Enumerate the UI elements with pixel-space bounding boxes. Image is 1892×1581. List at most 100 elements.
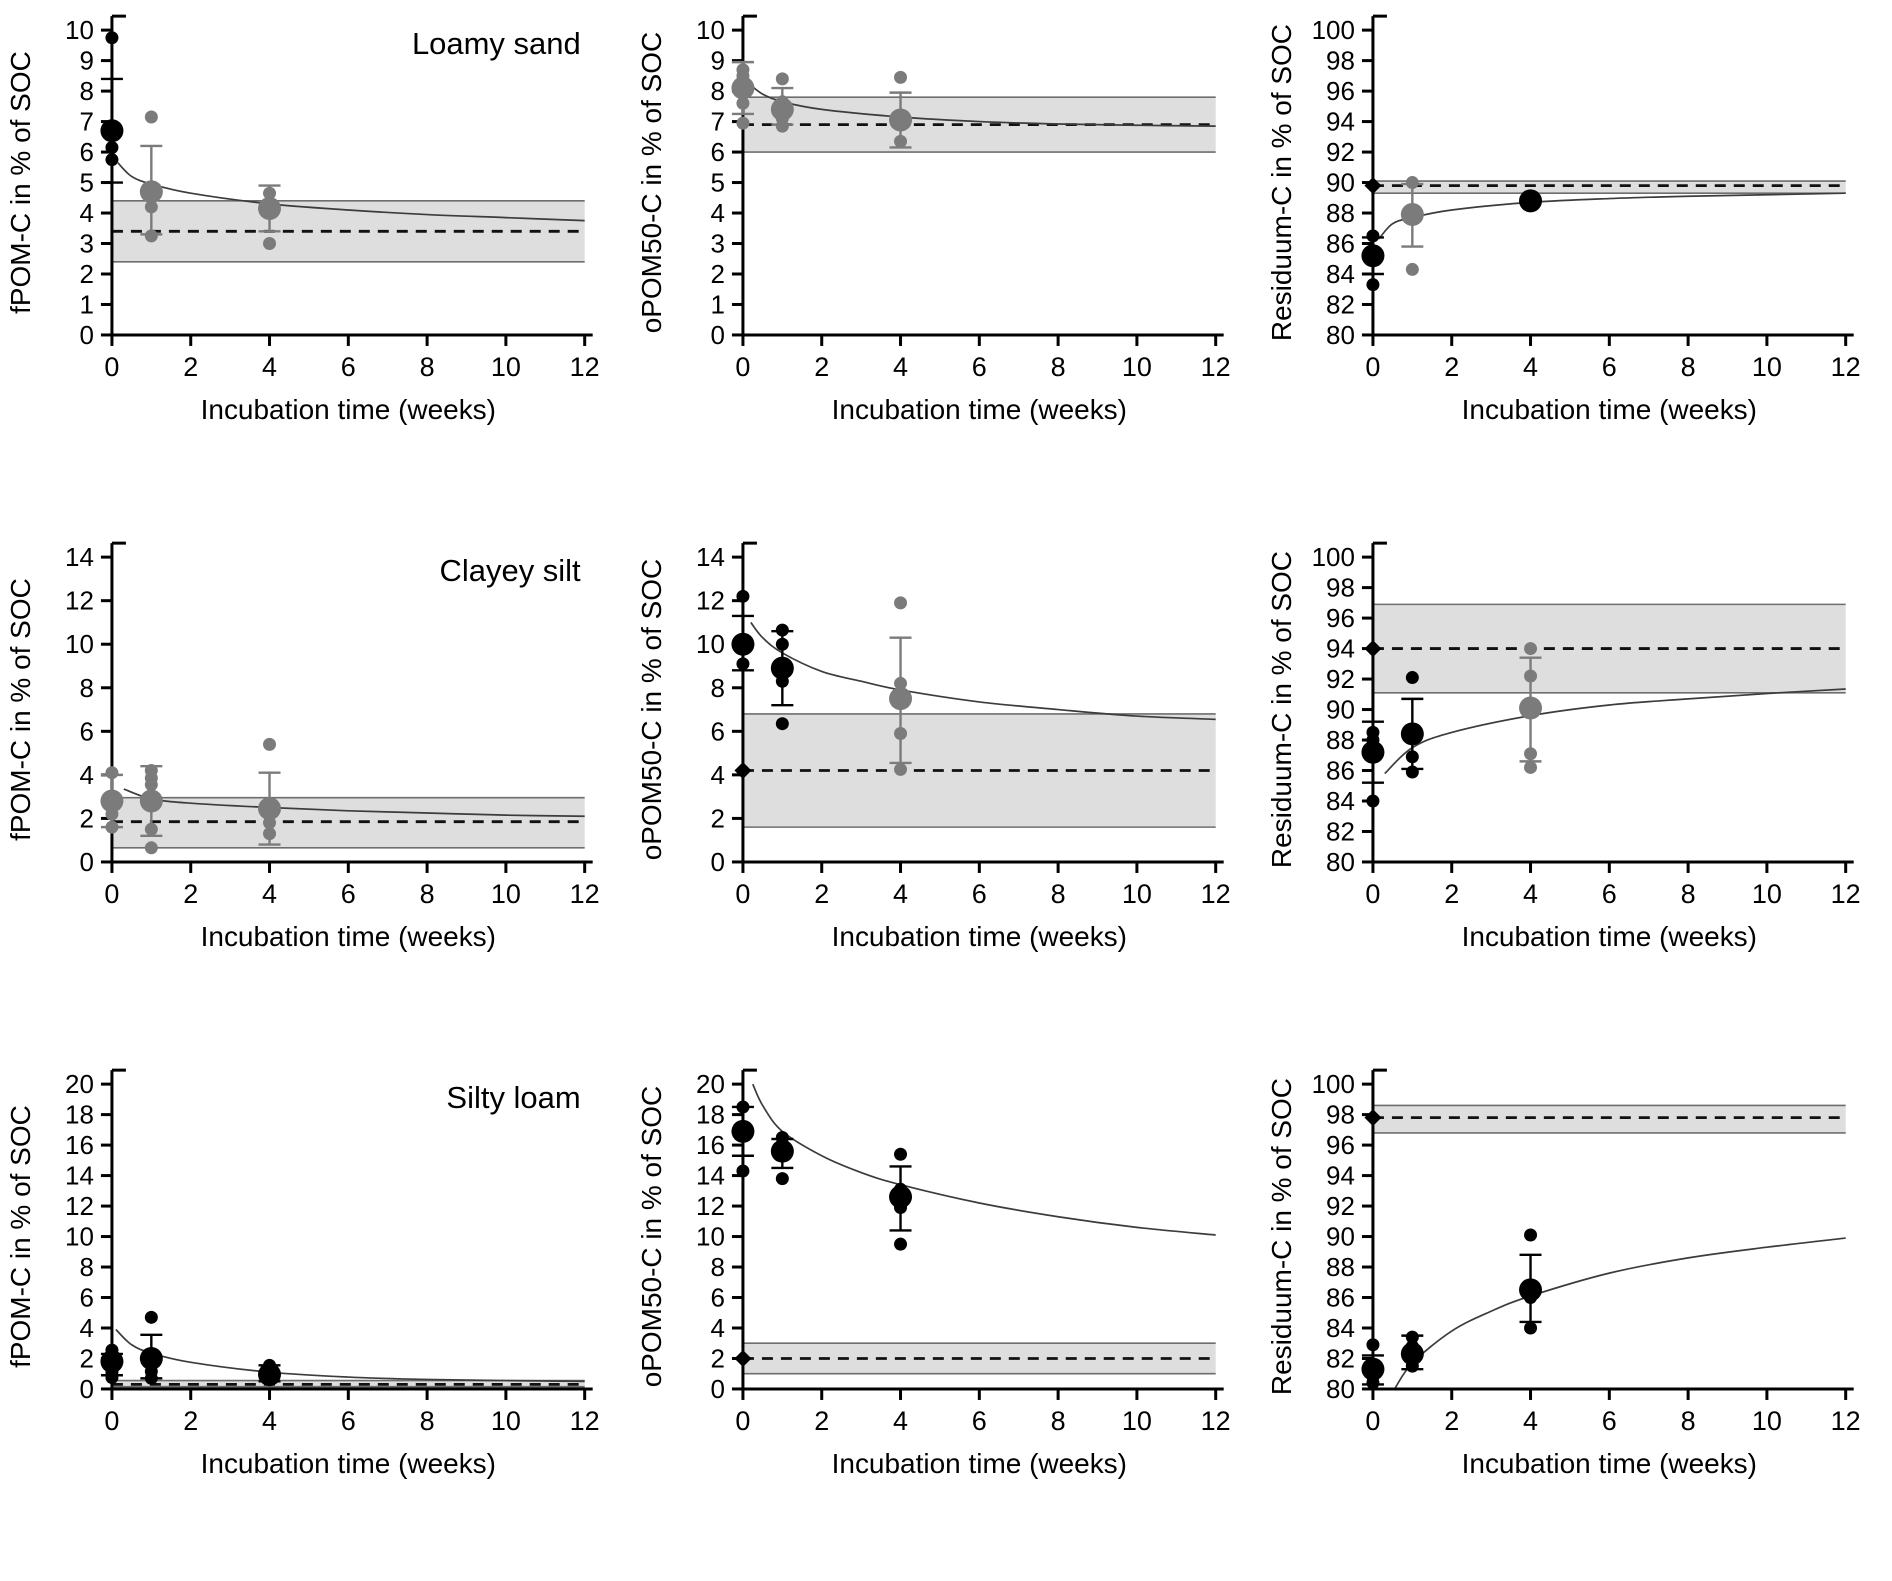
mean-point (731, 1119, 755, 1143)
x-tick-label: 6 (1602, 352, 1617, 382)
initial-value-diamond (1364, 1109, 1382, 1127)
x-tick-label: 10 (491, 1406, 521, 1436)
y-tick-label: 8 (79, 1252, 93, 1282)
mean-point (1361, 740, 1385, 764)
x-axis-label: Incubation time (weeks) (1462, 1448, 1757, 1479)
y-tick-label: 0 (710, 320, 724, 350)
y-tick-label: 18 (696, 1100, 725, 1130)
y-tick-label: 14 (65, 542, 94, 572)
x-tick-label: 12 (1200, 352, 1230, 382)
mean-point (1401, 722, 1425, 746)
y-tick-label: 8 (79, 76, 93, 106)
x-tick-label: 2 (183, 352, 198, 382)
y-axis-label: fPOM-C in % of SOC (5, 578, 36, 841)
y-tick-label: 7 (710, 107, 724, 137)
y-tick-label: 88 (1326, 198, 1355, 228)
panel-loamy-sand-opom50-c: 0 1 2 3 4 5 6 7 8 9 10 0 2 4 6 8 10 12 Incubation time (we… (631, 0, 1262, 527)
replicate-point (1406, 176, 1420, 190)
mean-point (731, 76, 755, 100)
x-tick-label: 2 (1445, 352, 1460, 382)
x-tick-label: 0 (1366, 879, 1381, 909)
y-tick-label: 14 (696, 1161, 725, 1191)
reference-band (1373, 1105, 1847, 1133)
y-tick-label: 2 (79, 259, 93, 289)
x-tick-label: 10 (491, 879, 521, 909)
replicate-point (893, 1237, 907, 1251)
panel-loamy-sand-residuum-c: 80 82 84 86 88 90 92 94 96 98 100 0 2 4 6 8 10 12 Incubati… (1261, 0, 1892, 527)
x-tick-label: 6 (971, 879, 986, 909)
y-tick-label: 94 (1326, 634, 1355, 664)
x-tick-label: 12 (1200, 1406, 1230, 1436)
fit-curve (749, 621, 1216, 721)
x-tick-label: 12 (1831, 1406, 1861, 1436)
x-tick-label: 6 (971, 1406, 986, 1436)
panel-title: Silty loam (446, 1080, 580, 1115)
y-axis-label: oPOM50-C in % of SOC (636, 1086, 667, 1388)
mean-point (1361, 1357, 1385, 1381)
y-tick-label: 4 (79, 198, 93, 228)
x-tick-label: 10 (1752, 879, 1782, 909)
replicate-point (263, 186, 277, 200)
y-tick-label: 3 (79, 229, 93, 259)
panel-clayey-silt-residuum-c: 80 82 84 86 88 90 92 94 96 98 100 0 2 4 6 8 10 12 Incubati… (1261, 527, 1892, 1054)
replicate-point (144, 1310, 158, 1324)
replicate-point (893, 676, 907, 690)
x-tick-label: 6 (341, 352, 356, 382)
replicate-point (1524, 760, 1538, 774)
y-tick-label: 82 (1326, 1343, 1355, 1373)
y-tick-label: 0 (79, 320, 93, 350)
y-tick-label: 86 (1326, 1283, 1355, 1313)
mean-point (1401, 203, 1425, 227)
y-tick-label: 8 (710, 76, 724, 106)
replicate-point (893, 726, 907, 740)
mean-point (258, 797, 282, 821)
x-tick-label: 12 (1831, 879, 1861, 909)
y-tick-label: 100 (1312, 542, 1355, 572)
mean-point (139, 180, 163, 204)
x-tick-label: 2 (183, 879, 198, 909)
replicate-point (893, 134, 907, 148)
y-tick-label: 4 (79, 1313, 93, 1343)
replicate-point (144, 1371, 158, 1385)
x-tick-label: 4 (1523, 352, 1538, 382)
replicate-point (736, 657, 750, 671)
x-tick-label: 6 (971, 352, 986, 382)
y-tick-label: 98 (1326, 1100, 1355, 1130)
y-tick-label: 6 (710, 1283, 724, 1313)
y-tick-label: 1 (79, 289, 93, 319)
x-tick-label: 2 (814, 879, 829, 909)
x-tick-label: 0 (735, 879, 750, 909)
x-axis-label: Incubation time (weeks) (831, 394, 1126, 425)
x-tick-label: 0 (104, 352, 119, 382)
x-tick-label: 0 (1366, 1406, 1381, 1436)
replicate-point (775, 717, 789, 731)
x-tick-label: 0 (1366, 352, 1381, 382)
x-tick-label: 2 (1445, 879, 1460, 909)
y-tick-label: 92 (1326, 1191, 1355, 1221)
mean-point (888, 1185, 912, 1209)
x-tick-label: 4 (262, 352, 277, 382)
y-tick-label: 6 (79, 137, 93, 167)
replicate-point (736, 1100, 750, 1114)
initial-value-diamond (734, 1349, 752, 1367)
replicate-point (1406, 765, 1420, 779)
replicate-point (736, 96, 750, 110)
y-tick-label: 0 (710, 847, 724, 877)
mean-point (100, 789, 124, 813)
y-tick-label: 4 (710, 1313, 724, 1343)
replicate-point (1524, 1321, 1538, 1335)
replicate-point (144, 200, 158, 214)
x-tick-label: 0 (735, 1406, 750, 1436)
x-axis-label: Incubation time (weeks) (201, 394, 496, 425)
y-tick-label: 80 (1326, 847, 1355, 877)
replicate-point (893, 762, 907, 776)
replicate-point (1524, 1228, 1538, 1242)
y-tick-label: 12 (65, 1191, 94, 1221)
x-tick-label: 6 (341, 1406, 356, 1436)
